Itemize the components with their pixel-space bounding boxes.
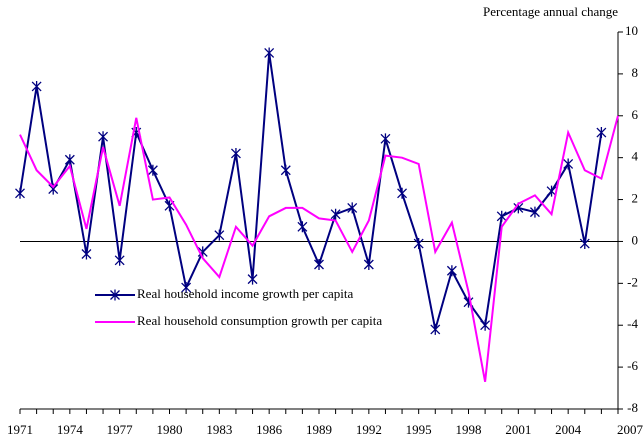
x-tick-label: 1986 bbox=[256, 422, 283, 437]
series-line bbox=[19, 115, 619, 382]
point-marker bbox=[297, 221, 308, 233]
point-marker bbox=[579, 238, 590, 250]
point-marker bbox=[230, 147, 241, 159]
x-tick-label: 1977 bbox=[107, 422, 134, 437]
y-tick-label: 10 bbox=[625, 23, 638, 38]
point-marker bbox=[81, 248, 92, 260]
y-tick-label: -6 bbox=[627, 358, 638, 373]
point-marker bbox=[314, 258, 324, 270]
point-marker bbox=[596, 127, 607, 139]
y-tick-label: -8 bbox=[627, 400, 638, 415]
point-marker bbox=[347, 202, 358, 214]
point-marker bbox=[480, 319, 491, 331]
x-tick-label: 1995 bbox=[406, 422, 432, 437]
point-marker bbox=[15, 187, 25, 199]
legend-label: Real household consumption growth per ca… bbox=[137, 313, 382, 328]
x-tick-label: 1971 bbox=[7, 422, 33, 437]
point-marker bbox=[546, 185, 557, 197]
point-marker bbox=[430, 323, 441, 335]
series-line bbox=[19, 52, 603, 330]
x-tick-label: 2004 bbox=[555, 422, 582, 437]
point-marker bbox=[264, 47, 275, 59]
x-tick-label: 1998 bbox=[456, 422, 482, 437]
y-tick-label: 0 bbox=[632, 232, 639, 247]
point-marker bbox=[197, 246, 208, 258]
point-marker bbox=[363, 258, 374, 270]
point-marker bbox=[563, 158, 574, 170]
x-tick-label: 1974 bbox=[57, 422, 84, 437]
legend-marker bbox=[110, 289, 120, 301]
point-marker bbox=[280, 164, 291, 176]
point-marker bbox=[446, 265, 457, 277]
point-marker bbox=[98, 131, 109, 143]
point-marker bbox=[114, 254, 125, 266]
y-tick-label: -2 bbox=[627, 274, 638, 289]
point-marker bbox=[214, 229, 225, 241]
y-tick-label: 4 bbox=[632, 149, 639, 164]
y-tick-label: 6 bbox=[632, 107, 639, 122]
point-marker bbox=[413, 238, 424, 250]
point-marker bbox=[181, 282, 192, 294]
point-marker bbox=[380, 133, 391, 145]
point-marker bbox=[48, 183, 59, 195]
x-tick-label: 1983 bbox=[206, 422, 232, 437]
point-marker bbox=[31, 80, 42, 92]
y-tick-label: 8 bbox=[632, 65, 639, 80]
x-tick-label: 1980 bbox=[157, 422, 183, 437]
point-marker bbox=[247, 273, 258, 285]
point-marker bbox=[64, 154, 75, 166]
y-tick-label: -4 bbox=[627, 316, 638, 331]
y-tick-label: 2 bbox=[632, 191, 639, 206]
legend-label: Real household income growth per capita bbox=[137, 286, 353, 301]
y-axis-label: Percentage annual change bbox=[483, 4, 618, 19]
point-marker bbox=[529, 206, 540, 218]
x-tick-label: 1989 bbox=[306, 422, 332, 437]
point-marker bbox=[147, 164, 158, 176]
point-marker bbox=[496, 210, 507, 222]
x-tick-label: 2001 bbox=[505, 422, 531, 437]
point-marker bbox=[397, 187, 408, 199]
x-tick-label: 1992 bbox=[356, 422, 382, 437]
point-marker bbox=[330, 208, 341, 220]
x-tick-label: 2007 bbox=[617, 422, 644, 437]
